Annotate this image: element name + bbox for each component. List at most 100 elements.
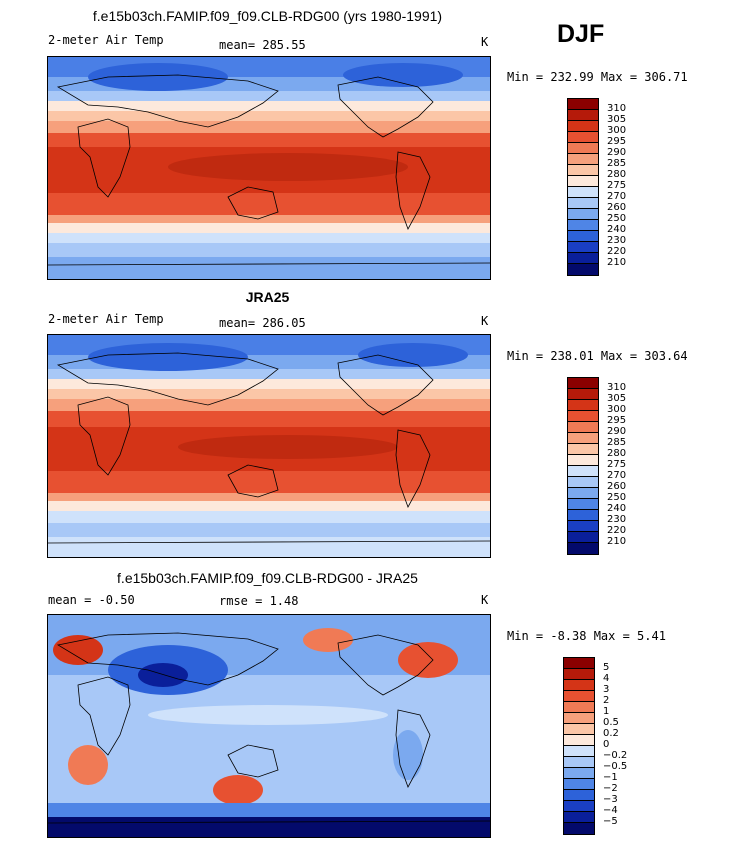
- colorbar-swatch: [568, 400, 598, 411]
- panel1-variable-label: 2-meter Air Temp: [48, 33, 164, 47]
- colorbar-swatch: [564, 669, 594, 680]
- colorbar-tick-label: 230: [607, 514, 627, 525]
- colorbar-swatch: [564, 768, 594, 779]
- panel2-mean-label: mean= 286.05: [219, 316, 306, 330]
- colorbar-swatch: [568, 110, 598, 121]
- colorbar-swatch: [564, 823, 594, 834]
- colorbar-swatch: [568, 132, 598, 143]
- colorbar-tick-label: 220: [607, 246, 627, 257]
- panel3-minmax: Min = -8.38 Max = 5.41: [507, 629, 666, 643]
- colorbar-tick-label: 210: [607, 257, 627, 268]
- colorbar-tick-label: 0.5: [603, 717, 619, 728]
- colorbar-swatch: [564, 680, 594, 691]
- panel3-colorbar: [563, 657, 595, 835]
- panel1-temperature-map: [47, 56, 491, 280]
- panel1-units: K: [481, 35, 489, 49]
- colorbar-tick-label: 300: [607, 404, 627, 415]
- colorbar-swatch: [568, 253, 598, 264]
- season-label: DJF: [557, 20, 605, 48]
- colorbar-tick-label: −2: [603, 783, 618, 794]
- panel3-colorbar-ticks: 5 4 3 2 1 0.5 0.2 0 −0.2 −0.5 −1 −2 −3 −4 −5: [563, 657, 643, 833]
- panel3-units: K: [481, 593, 489, 607]
- colorbar-swatch: [568, 455, 598, 466]
- colorbar-swatch: [568, 154, 598, 165]
- panel2-variable-label: 2-meter Air Temp: [48, 312, 164, 326]
- colorbar-swatch: [564, 735, 594, 746]
- colorbar-tick-label: 220: [607, 525, 627, 536]
- colorbar-swatch: [568, 264, 598, 275]
- colorbar-tick-label: 240: [607, 503, 627, 514]
- panel3-title: f.e15b03ch.FAMIP.f09_f09.CLB-RDG00 - JRA…: [117, 570, 418, 586]
- colorbar-tick-label: 210: [607, 536, 627, 547]
- colorbar-tick-label: 2: [603, 695, 610, 706]
- colorbar-swatch: [564, 812, 594, 823]
- colorbar-tick-label: 250: [607, 492, 627, 503]
- panel1-minmax: Min = 232.99 Max = 306.71: [507, 70, 688, 84]
- colorbar-swatch: [568, 510, 598, 521]
- colorbar-swatch: [568, 99, 598, 110]
- colorbar-swatch: [568, 165, 598, 176]
- colorbar-swatch: [568, 422, 598, 433]
- panel3-mean-label: mean = -0.50: [48, 593, 135, 607]
- colorbar-tick-label: −3: [603, 794, 618, 805]
- colorbar-swatch: [568, 521, 598, 532]
- colorbar-swatch: [564, 724, 594, 735]
- colorbar-tick-label: 280: [607, 448, 627, 459]
- panel2-temperature-map: [47, 334, 491, 558]
- colorbar-tick-label: 1: [603, 706, 610, 717]
- colorbar-tick-label: 230: [607, 235, 627, 246]
- panel1-title: f.e15b03ch.FAMIP.f09_f09.CLB-RDG00 (yrs …: [92, 8, 443, 24]
- colorbar-swatch: [568, 499, 598, 510]
- colorbar-tick-label: 310: [607, 382, 627, 393]
- colorbar-swatch: [568, 543, 598, 554]
- panel2-colorbar: [567, 377, 599, 555]
- panel3-difference-map: [47, 614, 491, 838]
- colorbar-swatch: [568, 220, 598, 231]
- colorbar-tick-label: −1: [603, 772, 618, 783]
- colorbar-swatch: [568, 444, 598, 455]
- colorbar-tick-label: −0.5: [603, 761, 628, 772]
- colorbar-swatch: [568, 231, 598, 242]
- colorbar-swatch: [564, 746, 594, 757]
- colorbar-swatch: [568, 488, 598, 499]
- colorbar-tick-label: 270: [607, 191, 627, 202]
- colorbar-tick-label: −5: [603, 816, 618, 827]
- panel2-colorbar-ticks: 310 305 300 295 290 285 280 275 270 260 250 240 230 2…: [567, 377, 647, 553]
- colorbar-swatch: [568, 209, 598, 220]
- panel1-colorbar: [567, 98, 599, 276]
- colorbar-tick-label: 5: [603, 662, 610, 673]
- colorbar-tick-label: 295: [607, 415, 627, 426]
- panel2-minmax: Min = 238.01 Max = 303.64: [507, 349, 688, 363]
- colorbar-tick-label: 290: [607, 426, 627, 437]
- colorbar-swatch: [568, 121, 598, 132]
- colorbar-swatch: [564, 790, 594, 801]
- colorbar-tick-label: 260: [607, 481, 627, 492]
- colorbar-swatch: [564, 713, 594, 724]
- colorbar-swatch: [568, 466, 598, 477]
- colorbar-tick-label: 295: [607, 136, 627, 147]
- colorbar-tick-label: 240: [607, 224, 627, 235]
- colorbar-swatch: [568, 143, 598, 154]
- colorbar-swatch: [568, 242, 598, 253]
- colorbar-tick-label: 270: [607, 470, 627, 481]
- colorbar-tick-label: 275: [607, 180, 627, 191]
- colorbar-tick-label: 300: [607, 125, 627, 136]
- panel1-colorbar-ticks: 310 305 300 295 290 285 280 275 270 260 250 240 230 2…: [567, 98, 647, 274]
- colorbar-tick-label: 250: [607, 213, 627, 224]
- colorbar-swatch: [564, 801, 594, 812]
- colorbar-tick-label: −4: [603, 805, 618, 816]
- colorbar-tick-label: 290: [607, 147, 627, 158]
- colorbar-swatch: [568, 378, 598, 389]
- colorbar-swatch: [564, 691, 594, 702]
- colorbar-swatch: [568, 477, 598, 488]
- colorbar-tick-label: 4: [603, 673, 610, 684]
- colorbar-tick-label: 0.2: [603, 728, 619, 739]
- panel1-mean-label: mean= 285.55: [219, 38, 306, 52]
- colorbar-swatch: [568, 198, 598, 209]
- colorbar-swatch: [568, 411, 598, 422]
- colorbar-tick-label: 285: [607, 437, 627, 448]
- colorbar-swatch: [568, 187, 598, 198]
- colorbar-tick-label: 275: [607, 459, 627, 470]
- colorbar-tick-label: 280: [607, 169, 627, 180]
- colorbar-tick-label: 305: [607, 114, 627, 125]
